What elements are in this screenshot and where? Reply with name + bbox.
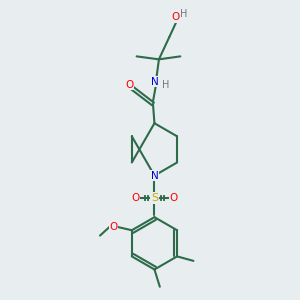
Text: H: H [162, 80, 169, 90]
Text: S: S [151, 193, 158, 203]
Text: O: O [170, 193, 178, 203]
Text: N: N [151, 171, 158, 181]
Text: H: H [180, 9, 187, 19]
Text: N: N [151, 76, 158, 87]
Text: O: O [172, 12, 180, 22]
Text: O: O [125, 80, 133, 90]
Text: O: O [131, 193, 139, 203]
Text: O: O [109, 222, 118, 232]
